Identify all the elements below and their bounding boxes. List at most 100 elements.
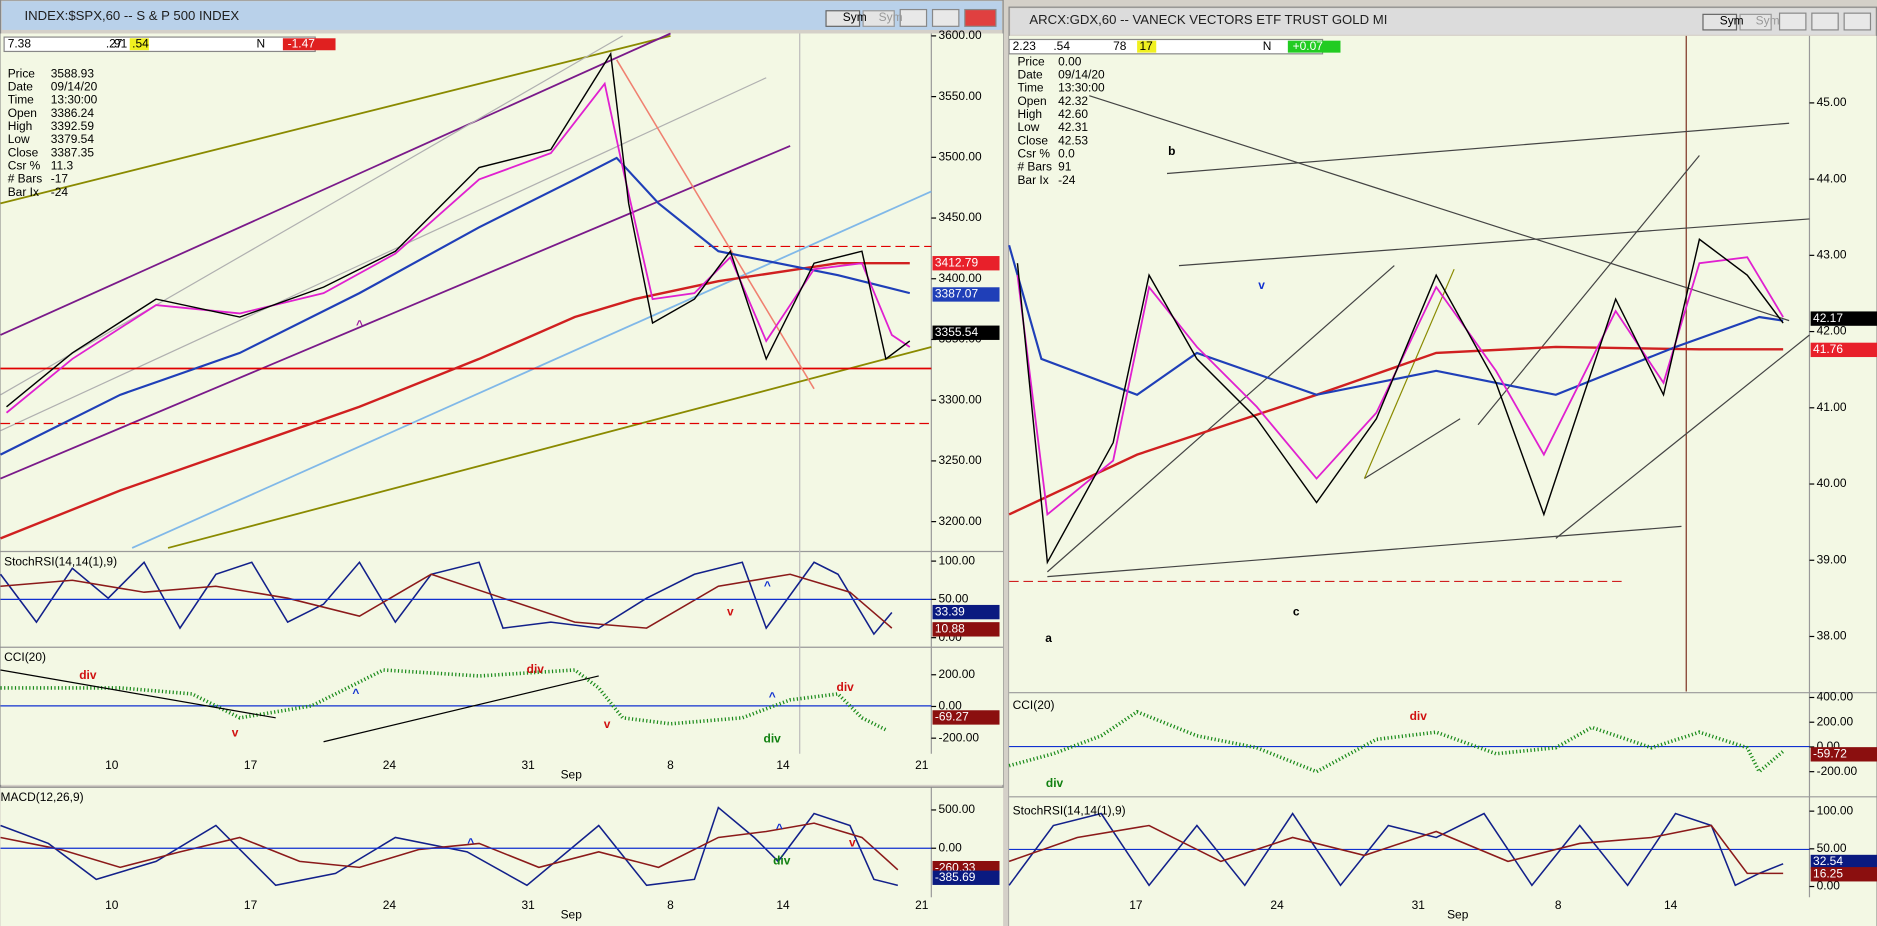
status-value: 7.38 — [8, 36, 32, 50]
value-tag — [932, 256, 1000, 271]
signal-line — [0, 822, 899, 871]
value-tag-label: -69.27 — [935, 710, 969, 724]
value-tag-label: -59.72 — [1813, 746, 1847, 760]
window-title: INDEX:$SPX,60 -- S & P 500 INDEX — [24, 8, 239, 23]
annotation: div — [1410, 709, 1428, 723]
info-label: Low — [8, 132, 30, 146]
info-value: 09/14/20 — [51, 79, 98, 93]
value-tag — [932, 622, 1000, 637]
date-label: 24 — [1270, 898, 1284, 912]
sym-button[interactable] — [825, 10, 861, 27]
value-tag — [1810, 867, 1877, 882]
date-label: 21 — [915, 758, 929, 772]
info-label: Time — [1017, 81, 1043, 95]
date-label: 17 — [244, 758, 258, 772]
indicator-label: CCI(20) — [1013, 698, 1055, 712]
annotation: a — [1045, 631, 1052, 645]
info-label: Csr % — [1017, 146, 1050, 160]
annotation: div — [79, 668, 97, 682]
button-label: Sym — [1720, 14, 1744, 28]
indicator-tick-label: 400.00 — [1817, 690, 1854, 704]
close-button[interactable] — [1843, 12, 1872, 31]
date-label: 24 — [383, 898, 397, 912]
minimize-button[interactable] — [1778, 12, 1807, 31]
value-tag — [1810, 342, 1877, 358]
date-label: 14 — [1664, 898, 1678, 912]
indicator-tick-label: -200.00 — [1817, 764, 1858, 778]
date-label: 8 — [667, 758, 674, 772]
date-label: 17 — [1129, 898, 1143, 912]
date-label: 14 — [776, 758, 790, 772]
left-drawings — [0, 32, 932, 743]
info-label: Bar Ix — [1017, 173, 1048, 187]
close-button[interactable] — [964, 8, 997, 27]
date-label: 24 — [383, 758, 397, 772]
annotation: v — [849, 836, 856, 850]
info-label: High — [8, 119, 33, 133]
status-value: 78 — [1113, 39, 1127, 53]
price-tick-label: 42.00 — [1817, 324, 1847, 338]
value-tag — [932, 287, 1000, 302]
month-label: Sep — [561, 767, 583, 781]
indicator-label: MACD(12,26,9) — [1, 790, 84, 804]
indicator-label: StochRSI(14,14(1),9) — [1013, 803, 1126, 817]
info-label: High — [1017, 107, 1042, 121]
info-label: Close — [1017, 133, 1048, 147]
value-tag — [1810, 747, 1877, 762]
button-label: Sym — [879, 10, 903, 24]
highlight-box — [1137, 40, 1157, 53]
status-value: .54 — [132, 36, 149, 50]
date-label: 14 — [776, 898, 790, 912]
maximize-button[interactable] — [1811, 12, 1839, 31]
annotation: b — [1168, 144, 1175, 158]
value-tag-label: 3387.07 — [935, 287, 979, 301]
info-label: # Bars — [1017, 160, 1052, 174]
info-value: 11.3 — [51, 158, 74, 172]
value-tag — [932, 870, 1000, 885]
value-tag-label: 10.88 — [935, 621, 965, 635]
info-value: 13:30:00 — [1058, 81, 1105, 95]
info-value: 42.53 — [1058, 133, 1088, 147]
info-label: # Bars — [8, 172, 43, 186]
price-tick-label: 3200.00 — [939, 514, 983, 528]
indicator-tick-label: 200.00 — [1817, 714, 1854, 728]
info-label: Open — [1017, 94, 1046, 108]
value-tag-label: 33.39 — [935, 604, 965, 618]
info-value: 42.31 — [1058, 120, 1088, 134]
month-label: Sep — [1447, 907, 1469, 921]
date-label: 21 — [915, 898, 929, 912]
info-value: -24 — [51, 185, 69, 199]
value-tag — [1810, 854, 1877, 870]
annotation: ^ — [356, 318, 363, 332]
annotation: v — [727, 605, 734, 619]
sym-button-disabled[interactable] — [862, 10, 895, 27]
annotation: div — [837, 680, 855, 694]
price-tick-label: 3550.00 — [939, 89, 983, 103]
indicator-tick-label: 100.00 — [1817, 803, 1854, 817]
info-value: -24 — [1058, 173, 1076, 187]
indicator-label: CCI(20) — [4, 650, 46, 664]
maximize-button[interactable] — [931, 8, 960, 27]
date-label: 8 — [1555, 898, 1562, 912]
info-value: 3386.24 — [51, 106, 95, 120]
sym-button[interactable] — [1702, 13, 1738, 31]
minimize-button[interactable] — [899, 8, 928, 27]
info-value: 42.60 — [1058, 107, 1088, 121]
indicator-tick-label: 0.00 — [939, 699, 963, 713]
sym-button-disabled[interactable] — [1739, 13, 1772, 31]
annotation: div — [1046, 776, 1064, 790]
info-label: Csr % — [8, 158, 41, 172]
annotation: v — [1258, 278, 1265, 292]
change-box — [282, 38, 336, 51]
indicator-tick-label: 0.00 — [939, 840, 963, 854]
price-tick-label: 43.00 — [1817, 247, 1847, 261]
info-label: Low — [1017, 120, 1039, 134]
plot-area — [0, 33, 1004, 785]
annotation: ^ — [769, 690, 776, 704]
annotation: div — [764, 732, 782, 746]
price-tick-label: 40.00 — [1817, 476, 1847, 490]
value-tag-label: 3412.79 — [935, 255, 979, 269]
right-drawings — [1008, 95, 1810, 887]
